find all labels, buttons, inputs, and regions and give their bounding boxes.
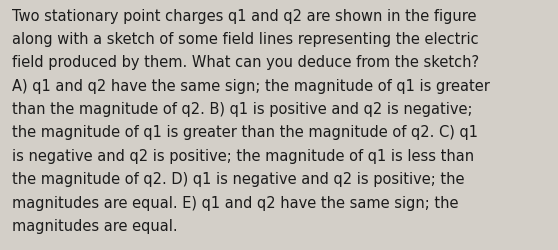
Text: magnitudes are equal. E) q1 and q2 have the same sign; the: magnitudes are equal. E) q1 and q2 have … (12, 195, 459, 210)
Text: than the magnitude of q2. B) q1 is positive and q2 is negative;: than the magnitude of q2. B) q1 is posit… (12, 102, 473, 117)
Text: field produced by them. What can you deduce from the sketch?: field produced by them. What can you ded… (12, 55, 479, 70)
Text: along with a sketch of some field lines representing the electric: along with a sketch of some field lines … (12, 32, 479, 47)
Text: A) q1 and q2 have the same sign; the magnitude of q1 is greater: A) q1 and q2 have the same sign; the mag… (12, 78, 490, 94)
Text: magnitudes are equal.: magnitudes are equal. (12, 218, 178, 233)
Text: the magnitude of q1 is greater than the magnitude of q2. C) q1: the magnitude of q1 is greater than the … (12, 125, 478, 140)
Text: the magnitude of q2. D) q1 is negative and q2 is positive; the: the magnitude of q2. D) q1 is negative a… (12, 172, 465, 186)
Text: Two stationary point charges q1 and q2 are shown in the figure: Two stationary point charges q1 and q2 a… (12, 9, 477, 24)
Text: is negative and q2 is positive; the magnitude of q1 is less than: is negative and q2 is positive; the magn… (12, 148, 474, 163)
